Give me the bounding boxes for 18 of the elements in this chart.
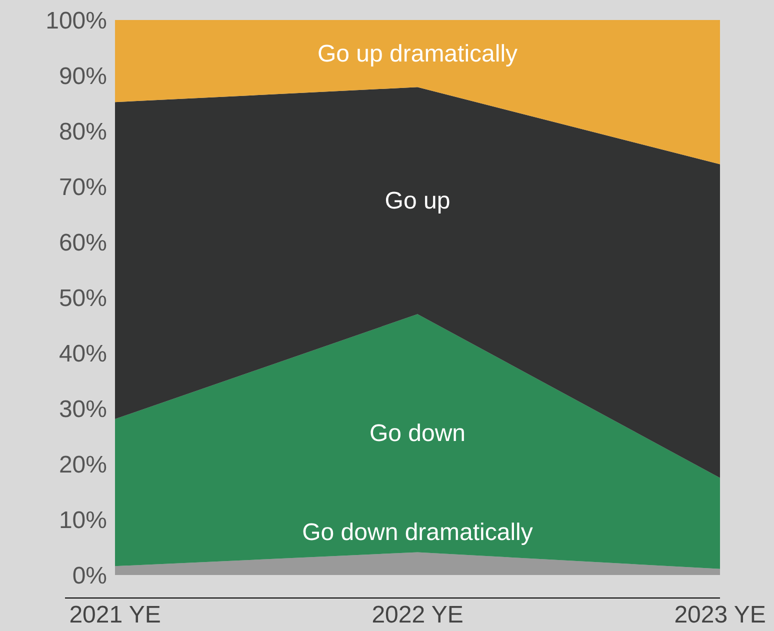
series-label: Go down <box>369 420 466 448</box>
y-tick-label: 70% <box>58 174 107 201</box>
y-tick-label: 100% <box>46 7 107 34</box>
y-tick-label: 80% <box>58 118 107 146</box>
series-label: Go down dramatically <box>302 519 533 546</box>
y-tick-label: 40% <box>58 340 107 368</box>
y-tick-label: 30% <box>58 396 107 423</box>
y-tick-label: 10% <box>58 506 107 534</box>
x-tick-label: 2023 YE <box>674 602 766 629</box>
y-tick-label: 20% <box>58 451 107 478</box>
y-tick-label: 60% <box>58 229 107 256</box>
series-label: Go up dramatically <box>317 40 518 68</box>
y-tick-label: 90% <box>58 62 107 90</box>
series-label: Go up <box>384 188 450 215</box>
y-tick-label: 50% <box>58 284 107 312</box>
x-tick-label: 2021 YE <box>69 602 161 629</box>
x-tick-label: 2022 YE <box>372 602 464 629</box>
y-tick-label: 0% <box>72 562 107 590</box>
